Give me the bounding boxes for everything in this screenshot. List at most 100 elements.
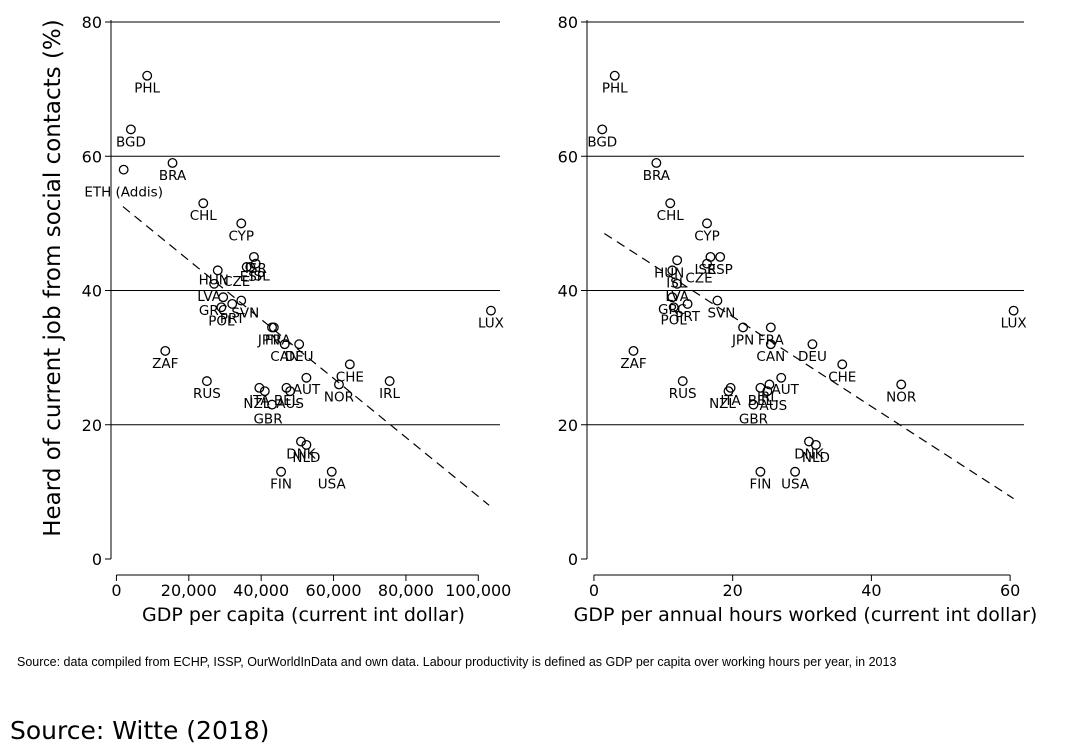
data-point-bra	[167, 158, 178, 168]
data-point-isr	[248, 251, 259, 262]
point-label: ITA	[249, 393, 270, 409]
data-point-hun	[212, 265, 223, 276]
point-label: PHL	[602, 81, 628, 97]
point-label: CYP	[228, 228, 254, 244]
point-label: AUS	[276, 396, 304, 412]
data-point-rus	[677, 376, 688, 387]
data-point-nzl	[723, 386, 734, 397]
data-point-grc	[667, 292, 678, 303]
y-tick-label: 60	[82, 147, 102, 166]
data-point-bgd	[597, 124, 608, 135]
data-point-esp	[245, 262, 256, 272]
point-label: GRC	[658, 302, 687, 318]
data-point-usa	[326, 466, 337, 477]
point-label: JPN	[257, 332, 280, 348]
point-label: DNK	[794, 447, 824, 463]
x-tick-label: 80,000	[378, 581, 434, 600]
data-point-che	[344, 359, 355, 370]
point-label: NZL	[709, 396, 736, 412]
data-point-gbr	[267, 399, 277, 410]
point-label: CYP	[694, 228, 720, 244]
scatter-figure: Heard of current job from social contact…	[40, 13, 1037, 626]
left-panel-gdp-per-capita: 0 20 40 60 80 0 20,000 40,000 60,000 80,000 100,00…	[82, 13, 512, 626]
point-label: BGD	[116, 134, 146, 150]
data-point-usa	[790, 466, 801, 477]
data-point-fra	[765, 322, 776, 333]
data-point-fra	[268, 322, 279, 333]
y-tick-label: 60	[558, 147, 578, 166]
y-tick-label: 40	[558, 282, 578, 301]
point-label: BEL	[748, 393, 774, 409]
point-label: POL	[661, 312, 688, 328]
point-label: CZE	[223, 274, 250, 290]
data-point-nld	[301, 439, 312, 450]
point-label: BEL	[274, 393, 300, 409]
point-label: DNK	[286, 447, 316, 463]
data-point-gbr	[748, 399, 759, 410]
point-label: USA	[781, 477, 810, 493]
data-point-nzl	[259, 386, 270, 397]
point-label: DEU	[285, 349, 314, 365]
data-point-deu	[294, 339, 305, 350]
data-point-cze	[702, 258, 712, 269]
data-point-lva	[672, 278, 683, 289]
data-point-isl	[667, 265, 678, 276]
point-label: PRT	[675, 309, 701, 325]
x-tick-label: 60	[1000, 581, 1020, 600]
data-point-pol	[668, 302, 679, 313]
y-tick-label: 80	[82, 13, 102, 32]
data-point-bgd	[125, 124, 136, 135]
data-point-grc	[218, 292, 229, 303]
point-label: CHL	[657, 208, 685, 224]
data-point-svn	[712, 295, 723, 306]
data-point-aut	[776, 372, 787, 383]
point-label: GRC	[199, 303, 228, 319]
data-point-cze	[241, 262, 252, 272]
point-label: NZL	[243, 396, 270, 412]
point-label: CHL	[190, 208, 218, 224]
point-label: LUX	[478, 316, 504, 332]
data-point-phl	[142, 70, 153, 81]
data-point-nor	[896, 379, 907, 390]
point-label: FRA	[265, 332, 292, 348]
data-point-chl	[198, 198, 209, 209]
point-label: FIN	[270, 477, 292, 493]
x-tick-label: 0	[589, 581, 599, 600]
point-label: SVN	[231, 306, 259, 322]
point-label: BRA	[643, 168, 671, 184]
point-label: ZAF	[620, 356, 646, 372]
data-point-svn	[236, 295, 247, 306]
point-label: RUS	[669, 386, 697, 402]
data-point-aus	[285, 386, 296, 397]
data-point-cyp	[236, 218, 247, 229]
data-point-lux	[1008, 305, 1019, 316]
data-point-nld	[810, 439, 821, 450]
y-tick-label: 40	[82, 282, 102, 301]
data-point-bra	[651, 158, 662, 168]
point-label: PRT	[220, 311, 246, 327]
data-point-irl	[384, 376, 395, 387]
data-point-prt	[682, 298, 693, 309]
point-label: GBR	[739, 412, 768, 428]
point-label: LVA	[197, 289, 221, 305]
point-label: FIN	[749, 477, 771, 493]
data-point-can	[765, 339, 776, 350]
data-point-phl	[609, 70, 620, 81]
point-label: NOR	[886, 389, 916, 405]
data-point-jpn	[738, 322, 749, 333]
point-label: NLD	[802, 450, 830, 466]
point-label: CAN	[756, 349, 785, 365]
point-label: ETH (Addis)	[84, 185, 163, 201]
data-point-prt	[227, 298, 238, 309]
x-tick-label: 40,000	[233, 581, 289, 600]
point-label: SVN	[707, 306, 735, 322]
point-label: ISL	[250, 269, 271, 285]
point-label: HUN	[199, 272, 229, 288]
data-point-cyp	[702, 218, 712, 229]
x-tick-label: 0	[111, 581, 121, 600]
point-label: PHL	[134, 81, 160, 97]
data-point-fin	[755, 466, 766, 477]
data-point-hun	[672, 255, 683, 266]
x-tick-label: 20,000	[161, 581, 217, 600]
data-point-esp	[715, 251, 726, 262]
